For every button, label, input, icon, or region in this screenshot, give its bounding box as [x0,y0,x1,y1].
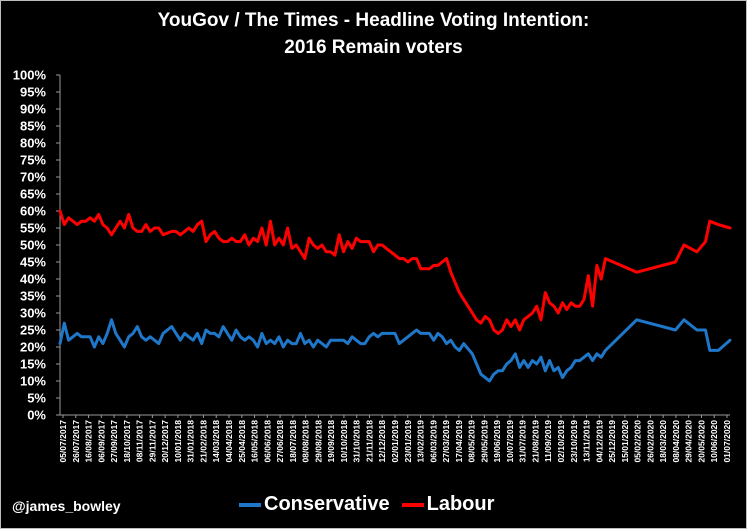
y-tick-label: 40% [20,272,46,287]
x-tick-label: 13/02/2019 [416,420,426,463]
x-tick-label: 02/10/2019 [556,420,566,463]
x-tick-label: 05/07/2017 [58,420,68,463]
x-tick-label: 14/03/2018 [211,420,221,463]
x-tick-label: 26/07/2017 [71,420,81,463]
x-tick-label: 29/05/2019 [479,420,489,463]
x-tick-label: 20/05/2020 [696,420,706,463]
legend-swatch-labour [401,502,424,507]
x-tick-label: 05/02/2020 [633,420,643,463]
x-tick-label: 31/10/2018 [352,420,362,463]
x-tick-label: 27/09/2017 [109,420,119,463]
series-layer [58,209,732,383]
x-tick-label: 19/06/2019 [492,420,502,463]
x-tick-label: 27/06/2018 [275,420,285,463]
x-tick-label: 10/06/2020 [709,420,719,463]
legend-label-conservative: Conservative [264,493,390,515]
legend: Conservative Labour [239,493,506,516]
axes [56,74,730,418]
x-tick-label: 16/08/2017 [84,420,94,463]
y-tick-label: 25% [20,323,46,338]
author-credit: @james_bowley [12,498,121,514]
y-tick-label: 100% [13,68,47,83]
legend-swatch-conservative [239,502,261,507]
legend-item-labour: Labour [401,493,495,516]
x-tick-label: 18/07/2018 [288,420,298,463]
x-tick-label: 23/10/2019 [569,420,579,463]
x-tick-label: 18/03/2020 [658,420,668,463]
y-tick-label: 0% [27,408,46,423]
x-tick-label: 12/12/2018 [377,420,387,463]
series-line-labour [58,209,732,335]
x-tick-label: 21/08/2019 [530,420,540,463]
x-tick-label: 10/07/2019 [505,420,515,463]
x-tick-label: 20/12/2017 [160,420,170,463]
x-tick-label: 10/10/2018 [339,420,349,463]
chart-title-line-1: YouGov / The Times - Headline Voting Int… [157,10,590,31]
x-tick-label: 29/08/2018 [313,420,323,463]
x-tick-label: 15/01/2020 [620,420,630,463]
x-tick-label: 04/12/2019 [594,420,604,463]
y-tick-label: 65% [20,187,46,202]
chart-title-line-2: 2016 Remain voters [284,37,463,58]
series-line-conservative [58,318,732,383]
y-tick-label: 15% [20,357,46,372]
legend-item-conservative: Conservative [239,493,390,516]
x-tick-label: 27/03/2019 [441,420,451,463]
x-tick-label: 08/11/2017 [135,420,145,462]
y-tick-label: 60% [20,204,46,219]
x-tick-label: 06/03/2019 [428,420,438,463]
x-tick-label: 31/07/2019 [518,420,528,463]
y-tick-label: 95% [20,85,46,100]
x-tick-label: 16/05/2018 [250,420,260,463]
y-tick-label: 45% [20,255,46,270]
x-tick-label: 17/04/2019 [454,420,464,463]
x-tick-label: 18/10/2017 [122,420,132,463]
legend-label-labour: Labour [426,493,495,515]
y-tick-label: 80% [20,136,46,151]
x-tick-label: 02/01/2019 [390,420,400,463]
y-tick-label: 30% [20,306,46,321]
x-tick-label: 08/04/2020 [671,420,681,463]
x-tick-label: 06/09/2017 [96,420,106,463]
x-tick-label: 11/09/2019 [543,420,553,462]
x-tick-label: 01/07/2020 [722,420,732,463]
y-tick-label: 75% [20,153,46,168]
x-tick-label: 08/08/2018 [301,420,311,463]
x-tick-label: 13/11/2019 [582,420,592,462]
x-tick-label: 31/01/2018 [186,420,196,463]
y-tick-label: 55% [20,221,46,236]
x-tick-label: 06/06/2018 [262,420,272,463]
x-tick-label: 10/01/2018 [173,420,183,463]
x-tick-label: 08/05/2019 [467,420,477,463]
x-tick-label: 21/11/2018 [364,420,374,462]
x-tick-label: 29/04/2020 [684,420,694,463]
x-tick-label: 21/02/2018 [198,420,208,463]
y-tick-label: 20% [20,340,46,355]
x-tick-label: 25/12/2019 [607,420,617,463]
y-tick-label: 70% [20,170,46,185]
y-tick-label: 90% [20,102,46,117]
y-tick-label: 35% [20,289,46,304]
y-axis-labels: 0% 5% 10% 15% 20% 25% 30% 35% 40% 45% 50% 55% 60% 65%… [13,68,47,423]
y-tick-label: 50% [20,238,46,253]
y-tick-label: 5% [27,391,46,406]
chart-title: YouGov / The Times - Headline Voting Int… [1,7,746,61]
y-tick-label: 85% [20,119,46,134]
x-tick-label: 19/09/2018 [326,420,336,463]
x-tick-label: 04/04/2018 [224,420,234,463]
x-tick-label: 29/11/2017 [147,420,157,462]
x-tick-label: 23/01/2019 [403,420,413,463]
x-tick-label: 25/04/2018 [237,420,247,463]
y-tick-label: 10% [20,374,46,389]
x-axis-labels: 05/07/2017 26/07/2017 16/08/2017 06/09/2017… [58,420,732,463]
x-tick-label: 26/02/2020 [645,420,655,463]
